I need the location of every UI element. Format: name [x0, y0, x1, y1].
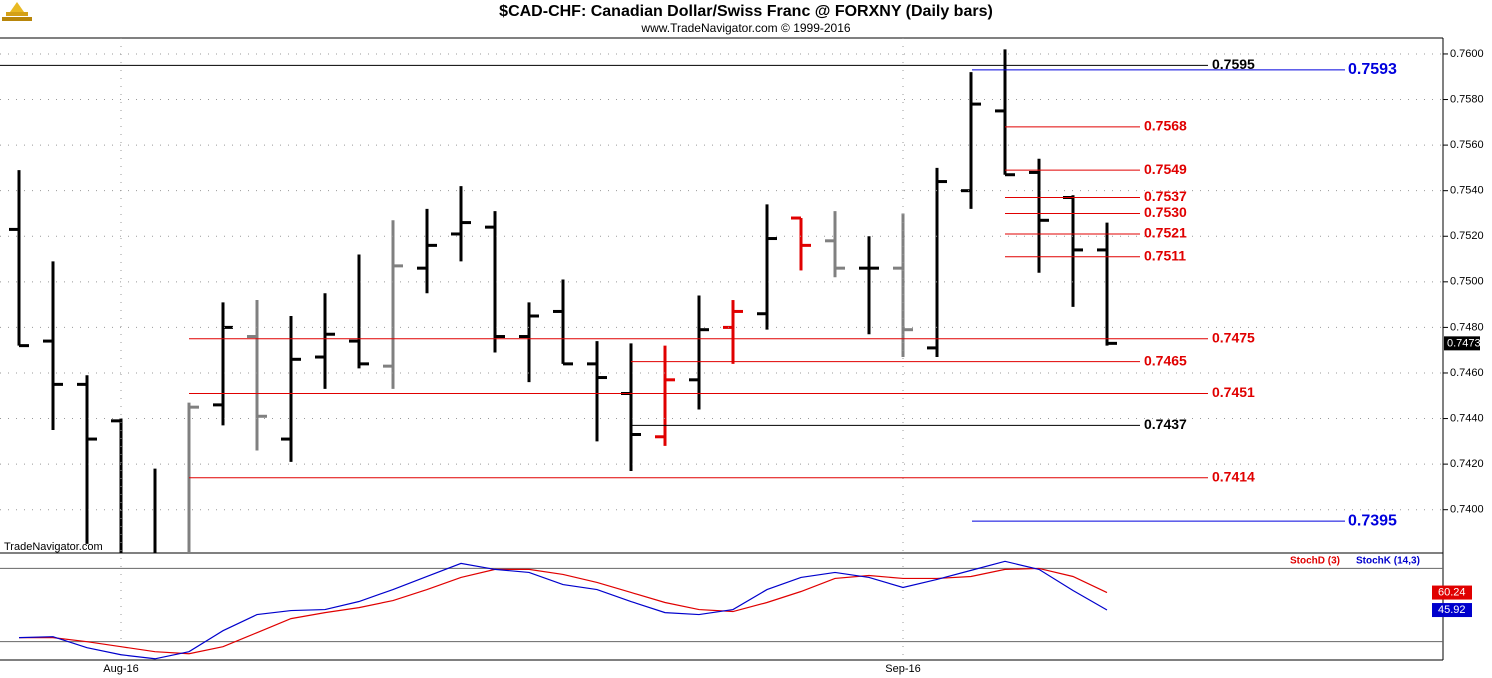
- chart-subtitle: www.TradeNavigator.com © 1999-2016: [640, 21, 850, 35]
- y-tick-label: 0.7440: [1450, 412, 1484, 424]
- level-label: 0.7414: [1212, 469, 1255, 485]
- legend-label: StochK (14,3): [1356, 556, 1420, 567]
- level-label: 0.7475: [1212, 329, 1255, 345]
- logo: [2, 2, 32, 21]
- y-tick-label: 0.7560: [1450, 139, 1484, 151]
- x-tick-label: Sep-16: [885, 663, 920, 675]
- chart-title: $CAD-CHF: Canadian Dollar/Swiss Franc @ …: [499, 3, 993, 20]
- y-tick-label: 0.7500: [1450, 276, 1484, 288]
- y-tick-label: 0.7600: [1450, 48, 1484, 60]
- last-value-label: 45.92: [1438, 604, 1466, 616]
- level-label: 0.7451: [1212, 384, 1255, 400]
- level-label: 0.7568: [1144, 118, 1187, 134]
- legend-label: StochD (3): [1290, 556, 1340, 567]
- level-label: 0.7511: [1144, 247, 1186, 263]
- level-label: 0.7521: [1144, 225, 1187, 241]
- y-tick-label: 0.7400: [1450, 504, 1484, 516]
- last-price-box: [1444, 336, 1480, 351]
- level-label: 0.7395: [1348, 512, 1397, 529]
- level-label: 0.7537: [1144, 188, 1187, 204]
- level-label: 0.7595: [1212, 56, 1255, 72]
- last-value-label: 60.24: [1438, 586, 1466, 598]
- last-value-box: [1432, 585, 1472, 600]
- level-label: 0.7549: [1144, 161, 1187, 177]
- stoch-line: [18, 560, 1108, 660]
- level-label: 0.7530: [1144, 204, 1187, 220]
- x-tick-label: Aug-16: [103, 663, 138, 675]
- y-tick-label: 0.7480: [1450, 321, 1484, 333]
- y-tick-label: 0.7420: [1450, 458, 1484, 470]
- y-tick-label: 0.7460: [1450, 367, 1484, 379]
- y-tick-label: 0.7520: [1450, 230, 1484, 242]
- watermark: TradeNavigator.com: [4, 541, 103, 553]
- level-label: 0.7593: [1348, 61, 1397, 78]
- price-plot: [9, 49, 1117, 553]
- y-tick-label: 0.7580: [1450, 93, 1484, 105]
- last-price-label: 0.7473: [1447, 337, 1481, 349]
- stoch-line: [19, 567, 1108, 655]
- last-value-box: [1432, 603, 1472, 618]
- level-label: 0.7437: [1144, 416, 1187, 432]
- y-tick-label: 0.7540: [1450, 185, 1484, 197]
- level-label: 0.7465: [1144, 352, 1187, 368]
